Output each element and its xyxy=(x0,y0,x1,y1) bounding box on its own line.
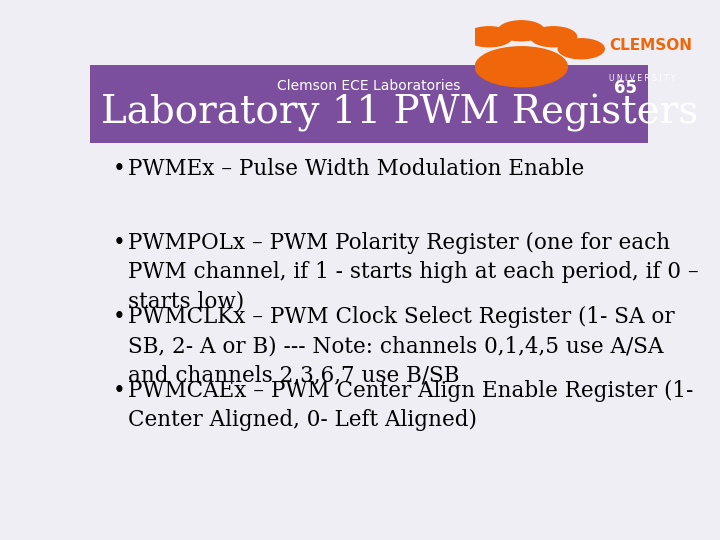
Text: •: • xyxy=(112,232,125,254)
Text: •: • xyxy=(112,306,125,328)
FancyBboxPatch shape xyxy=(90,138,648,143)
Text: •: • xyxy=(112,158,125,180)
Text: 65: 65 xyxy=(614,79,637,97)
Circle shape xyxy=(466,27,512,47)
Circle shape xyxy=(498,21,544,40)
FancyBboxPatch shape xyxy=(90,65,648,138)
Text: •: • xyxy=(112,380,125,402)
Circle shape xyxy=(531,27,577,47)
Circle shape xyxy=(475,47,567,87)
Circle shape xyxy=(558,39,604,59)
Text: Clemson ECE Laboratories: Clemson ECE Laboratories xyxy=(277,79,461,93)
Text: PWMCAEx – PWM Center Align Enable Register (1-
Center Aligned, 0- Left Aligned): PWMCAEx – PWM Center Align Enable Regist… xyxy=(128,380,693,431)
Text: PWMPOLx – PWM Polarity Register (one for each
PWM channel, if 1 - starts high at: PWMPOLx – PWM Polarity Register (one for… xyxy=(128,232,698,312)
Text: PWMEx – Pulse Width Modulation Enable: PWMEx – Pulse Width Modulation Enable xyxy=(128,158,584,180)
Text: PWMCLKx – PWM Clock Select Register (1- SA or
SB, 2- A or B) --- Note: channels : PWMCLKx – PWM Clock Select Register (1- … xyxy=(128,306,675,386)
Text: U N I V E R S I T Y: U N I V E R S I T Y xyxy=(609,74,675,83)
Text: CLEMSON: CLEMSON xyxy=(609,38,692,53)
Text: Laboratory 11 PWM Registers: Laboratory 11 PWM Registers xyxy=(101,93,698,132)
